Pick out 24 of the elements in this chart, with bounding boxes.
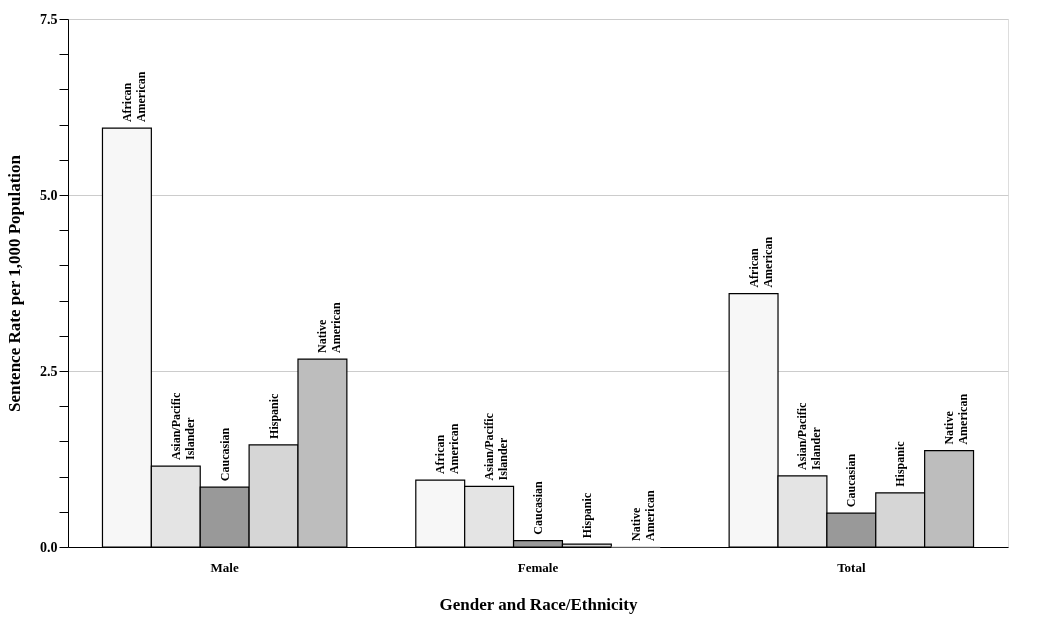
text: Native American <box>942 393 971 445</box>
y-tick-label: 0.0 <box>40 539 58 555</box>
y-axis-title: Sentence Rate per 1,000 Population <box>5 154 24 413</box>
x-tick-label: Total <box>837 559 866 575</box>
text: Asian/Pacific Islander <box>168 392 197 461</box>
x-axis-title: Gender and Race/Ethnicity <box>439 594 639 614</box>
text: Native American <box>628 490 657 541</box>
text: Caucasian <box>531 481 545 535</box>
text: Asian/Pacific Islander <box>482 413 511 481</box>
text: Hispanic <box>579 492 594 539</box>
text: African American <box>119 71 148 123</box>
y-tick-label: 7.5 <box>40 11 58 27</box>
text: Asian/Pacific Islander <box>795 402 824 470</box>
text: Native American <box>315 302 344 354</box>
text: Hispanic <box>266 392 281 439</box>
text: Hispanic <box>893 441 908 487</box>
x-tick-label: Female <box>517 559 559 575</box>
x-tick-label: Male <box>210 559 239 575</box>
y-tick-label: 5.0 <box>40 187 58 203</box>
text: African American <box>433 423 462 475</box>
text: Caucasian <box>844 453 859 508</box>
text: Caucasian <box>217 427 232 482</box>
text: African American <box>746 236 775 288</box>
y-tick-label: 2.5 <box>40 363 58 379</box>
